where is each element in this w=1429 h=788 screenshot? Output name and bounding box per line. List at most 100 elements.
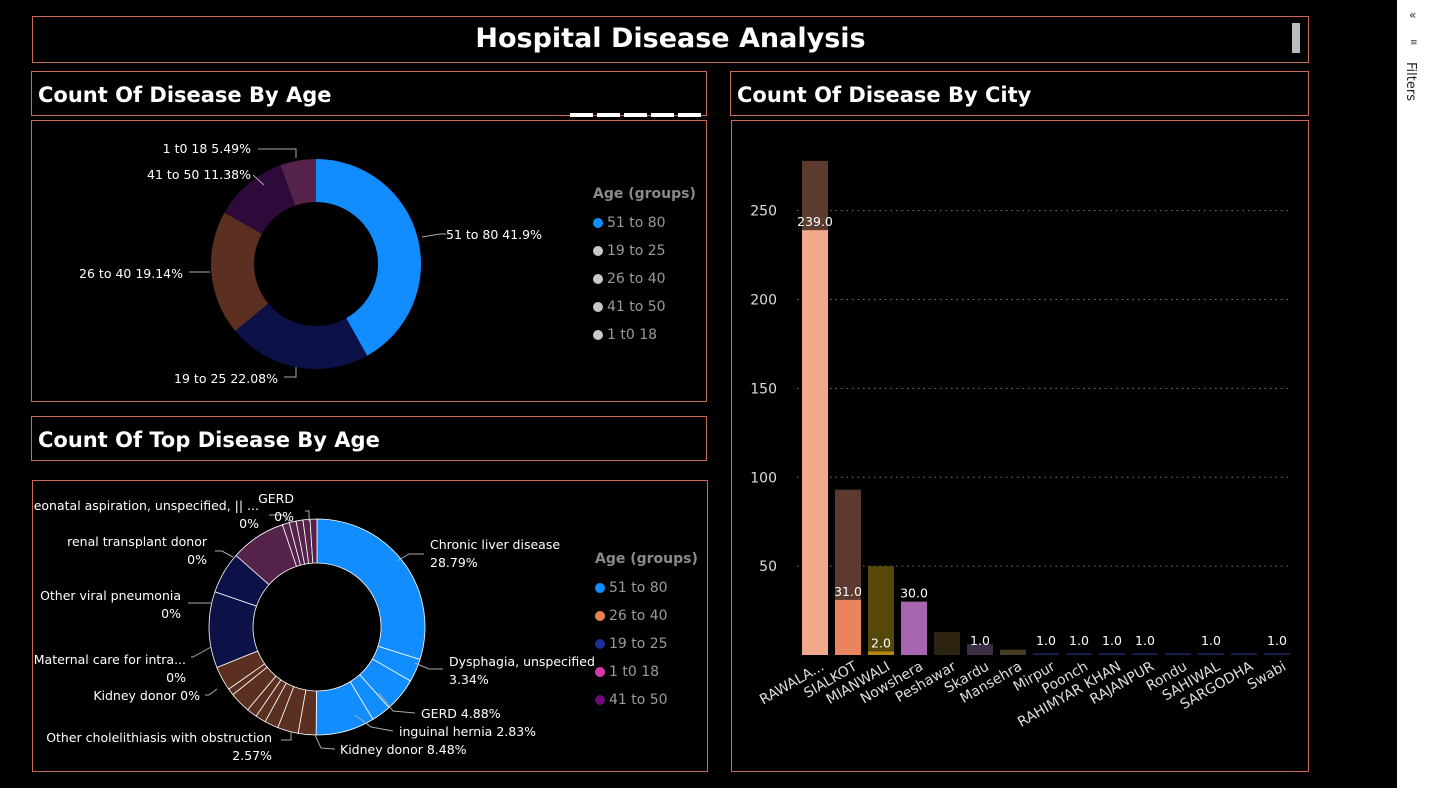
legend-label: 1 t0 18 [607, 327, 658, 343]
age-legend-item[interactable]: 19 to 25 [593, 237, 696, 265]
bar-data-label: 1.0 [970, 633, 990, 648]
slice-data-label: GERD 4.88% [421, 706, 501, 721]
top-legend: Age (groups) 51 to 80 26 to 40 19 to 25 1 t0… [595, 551, 698, 714]
top-legend-item[interactable]: 51 to 80 [595, 574, 698, 602]
age-slice[interactable] [316, 159, 422, 356]
bar-background[interactable] [1033, 653, 1059, 655]
city-panel-header: Count Of Disease By City [730, 71, 1309, 116]
bar-data-label: 31.0 [834, 584, 862, 599]
top-legend-title: Age (groups) [595, 551, 698, 567]
age-legend-title: Age (groups) [593, 186, 696, 202]
age-donut-chart: 51 to 80 41.9% 19 to 25 22.08% 26 to 40 19… [79, 141, 542, 386]
leader-line [284, 367, 297, 378]
slice-data-label: Kidney donor 8.48% [340, 742, 467, 757]
tab-4[interactable] [651, 113, 674, 117]
bar-highlight[interactable] [802, 230, 828, 655]
leader-line [378, 692, 416, 714]
age-legend-item[interactable]: 41 to 50 [593, 293, 696, 321]
legend-dot-icon [593, 246, 603, 256]
slice-data-label: renal transplant donor [67, 534, 208, 549]
legend-dot-icon [593, 302, 603, 312]
age-panel-title: Count Of Disease By Age [38, 83, 332, 107]
tab-2[interactable] [597, 113, 620, 117]
slice-data-label: 0% [161, 606, 181, 621]
legend-dot-icon [595, 667, 605, 677]
bar-background[interactable] [868, 566, 894, 655]
slice-data-label: Dysphagia, unspecified [449, 654, 595, 669]
slice-data-label: 0% [166, 670, 186, 685]
legend-label: 51 to 80 [609, 580, 668, 596]
slice-data-label: Chronic liver disease [430, 537, 560, 552]
age-slice[interactable] [280, 159, 316, 206]
tab-1[interactable] [570, 113, 593, 117]
slice-data-label: 0% [239, 516, 259, 531]
leader-line [269, 514, 292, 524]
slice-data-label: 51 to 80 41.9% [446, 227, 542, 242]
leader-line [258, 148, 297, 158]
slice-data-label: GERD [258, 491, 294, 506]
leader-line [215, 550, 234, 558]
bar-background[interactable] [934, 631, 960, 655]
bar-data-label: 1.0 [1201, 633, 1221, 648]
bar-highlight[interactable] [901, 601, 927, 655]
top-disease-donut-chart: Chronic liver disease 28.79% Dysphagia, un… [33, 491, 595, 763]
bar-data-label: 2.0 [871, 635, 891, 650]
age-slice[interactable] [224, 165, 296, 234]
bar-highlight[interactable] [868, 651, 894, 655]
bar-highlight[interactable] [835, 599, 861, 655]
bar-background[interactable] [1000, 649, 1026, 655]
top-panel-title: Count Of Top Disease By Age [38, 428, 380, 452]
age-legend-item[interactable]: 26 to 40 [593, 265, 696, 293]
top-slice[interactable] [316, 518, 426, 661]
bar-background[interactable] [1198, 653, 1224, 655]
legend-dot-icon [593, 330, 603, 340]
city-chart-panel: 50 100 150 200 250 239.0 RAWALA... 31.0 SIALKOT 2… [731, 120, 1309, 772]
top-legend-item[interactable]: 41 to 50 [595, 686, 698, 714]
age-legend-item[interactable]: 1 t0 18 [593, 321, 696, 349]
leader-line [421, 233, 446, 238]
leader-line [252, 174, 265, 186]
collapse-icon[interactable]: « [1409, 8, 1417, 22]
slice-data-label: Other viral pneumonia [40, 588, 181, 603]
bar-background[interactable] [1099, 653, 1125, 655]
slice-data-label: 26 to 40 19.14% [79, 266, 183, 281]
slice-data-label: 0% [187, 552, 207, 567]
slice-data-label: 19 to 25 22.08% [174, 371, 278, 386]
bar-background[interactable] [1231, 653, 1257, 655]
top-legend-item[interactable]: 26 to 40 [595, 602, 698, 630]
legend-label: 41 to 50 [609, 692, 668, 708]
top-panel-header: Count Of Top Disease By Age [31, 416, 707, 461]
bar-data-label: 1.0 [1036, 633, 1056, 648]
leader-line [305, 510, 310, 521]
age-legend-item[interactable]: 51 to 80 [593, 209, 696, 237]
bar-background[interactable] [1066, 653, 1092, 655]
bar-background[interactable] [967, 644, 993, 655]
legend-label: 1 t0 18 [609, 664, 660, 680]
legend-dot-icon [593, 218, 603, 228]
tab-3[interactable] [624, 113, 647, 117]
slice-data-label: 2.57% [232, 748, 272, 763]
slice-data-label: Neonatal aspiration, unspecified, || ... [33, 498, 259, 513]
bar-background[interactable] [1165, 653, 1191, 655]
top-slice[interactable] [309, 518, 318, 564]
age-slice[interactable] [235, 303, 368, 370]
bar-background[interactable] [1132, 653, 1158, 655]
age-donut-panel: 51 to 80 41.9% 19 to 25 22.08% 26 to 40 19… [31, 120, 707, 402]
age-panel-header: Count Of Disease By Age [31, 71, 707, 116]
legend-label: 51 to 80 [607, 215, 666, 231]
tab-5[interactable] [678, 113, 701, 117]
y-tick-label: 50 [759, 559, 777, 575]
scrollbar-thumb[interactable] [1292, 23, 1300, 53]
filter-icon: ≡ [1410, 38, 1418, 48]
age-slice[interactable] [211, 212, 269, 331]
visual-tabs[interactable] [570, 113, 701, 117]
filters-pane[interactable]: « ≡ Filters [1397, 0, 1429, 788]
slice-data-label: Kidney donor 0% [93, 688, 200, 703]
filters-label[interactable]: Filters [1403, 62, 1418, 101]
leader-line [396, 553, 424, 562]
top-legend-item[interactable]: 19 to 25 [595, 630, 698, 658]
top-legend-item[interactable]: 1 t0 18 [595, 658, 698, 686]
bar-background[interactable] [1264, 653, 1290, 655]
y-tick-label: 200 [750, 293, 777, 309]
legend-dot-icon [595, 695, 605, 705]
